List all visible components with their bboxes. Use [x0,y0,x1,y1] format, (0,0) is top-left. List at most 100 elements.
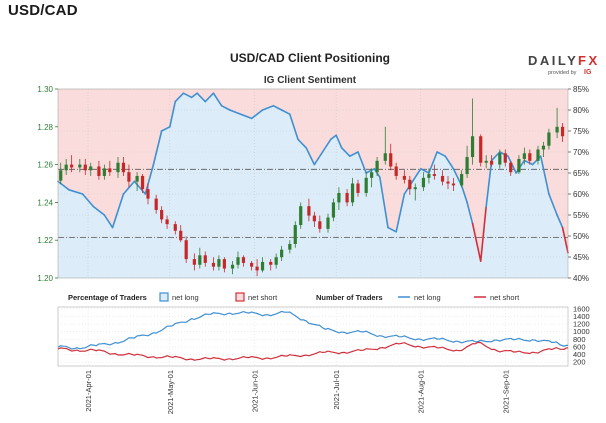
candle-body [465,157,469,175]
legend-pct-long-label: net long [172,293,199,302]
candle [83,158,87,175]
candle [274,253,278,269]
legend-num-title: Number of Traders [316,293,383,302]
candle [217,255,221,271]
candle [255,259,259,277]
candle [451,177,456,192]
candle [470,98,475,165]
net-long-pct-segment [485,159,493,208]
price-panel: 1.30 1.28 1.26 1.24 1.22 1.20 85% 80% 75% 70% 65% 6… [37,85,589,283]
candle-body [440,175,445,182]
candle [312,211,316,227]
candle [78,158,82,173]
candle-body [160,209,164,220]
net-long-pct-segment [411,168,422,183]
candle [89,162,93,176]
candle-body [517,158,521,173]
logo-ig: IG [584,69,592,76]
traders-tick-label: 600 [573,342,586,351]
candle-body [555,126,559,133]
net-long-pct-segment [133,180,147,195]
price-tick-label: 1.28 [37,123,53,132]
candle [389,143,393,171]
traders-tick-label: 800 [573,335,586,344]
candle [280,245,284,261]
pct-tick-label: 80% [573,106,589,115]
chart-subtitle: IG Client Sentiment [264,75,357,86]
net-long-pct-segment [190,92,198,99]
net-long-pct-segment [349,151,359,157]
candle-body [179,230,183,241]
candle [465,145,469,178]
candle [503,149,507,167]
net-long-pct-segment [57,180,70,191]
candle-body [446,181,450,184]
candle [127,164,131,188]
pct-tick-label: 70% [573,148,589,157]
pct-tick-label: 40% [573,274,589,283]
candle [528,149,532,165]
candle [479,134,483,167]
candle [299,202,303,229]
candle [97,160,101,180]
candle-body [364,177,368,193]
net-long-traders-line [57,310,569,350]
price-tick-label: 1.26 [37,161,53,170]
candle [250,260,254,271]
traders-tick-label: 200 [573,358,586,367]
candle [236,251,240,269]
net-long-pct-segment [239,113,253,120]
candle-body [173,224,177,231]
traders-tick-label: 1200 [573,320,590,329]
candle [179,225,183,243]
net-long-pct-segment [419,168,430,174]
candle-body [375,160,379,173]
candle [116,157,120,178]
legend-pct-short-swatch [235,292,245,302]
net-long-area [58,93,568,278]
candle [383,126,387,165]
candle [102,164,106,180]
candle [421,172,426,192]
price-tick-label: 1.20 [37,274,53,283]
candle-body [203,255,207,263]
candle-body [312,215,316,222]
candle-body [269,261,273,265]
candle-body [70,164,74,168]
net-long-pct-segment [305,147,316,166]
candle [64,158,68,175]
pct-tick-label: 60% [573,190,589,199]
net-long-pct-segment [81,193,95,208]
candle-body [547,132,551,146]
pct-tick-label: 65% [573,169,589,178]
candle [446,175,450,190]
net-long-pct-segment [144,163,155,195]
candle-body [413,187,417,190]
candle-body [78,164,82,168]
candle [541,141,546,158]
net-long-pct-segment [196,92,207,103]
candle [408,175,412,195]
net-long-pct-segment [335,134,343,149]
candle [490,155,494,167]
candle-body [470,136,475,158]
legend-pct-short-label: net short [248,293,278,302]
candle-body [127,172,131,182]
candle [364,172,368,197]
x-tick-label: 2021-May-01 [166,370,175,414]
candle [440,170,445,186]
traders-tick-label: 1000 [573,327,590,336]
net-long-pct-segment [466,201,474,225]
candle-body [108,168,112,173]
net-long-pct-segment [313,151,324,166]
traders-tick-label: 400 [573,350,586,359]
net-long-pct-segment [92,205,106,216]
candle [203,251,207,267]
net-long-pct-segment [160,126,171,132]
candle [140,174,145,193]
candle-body [541,145,546,150]
candle-body [528,153,532,161]
candle [211,257,216,271]
candle [555,107,559,139]
